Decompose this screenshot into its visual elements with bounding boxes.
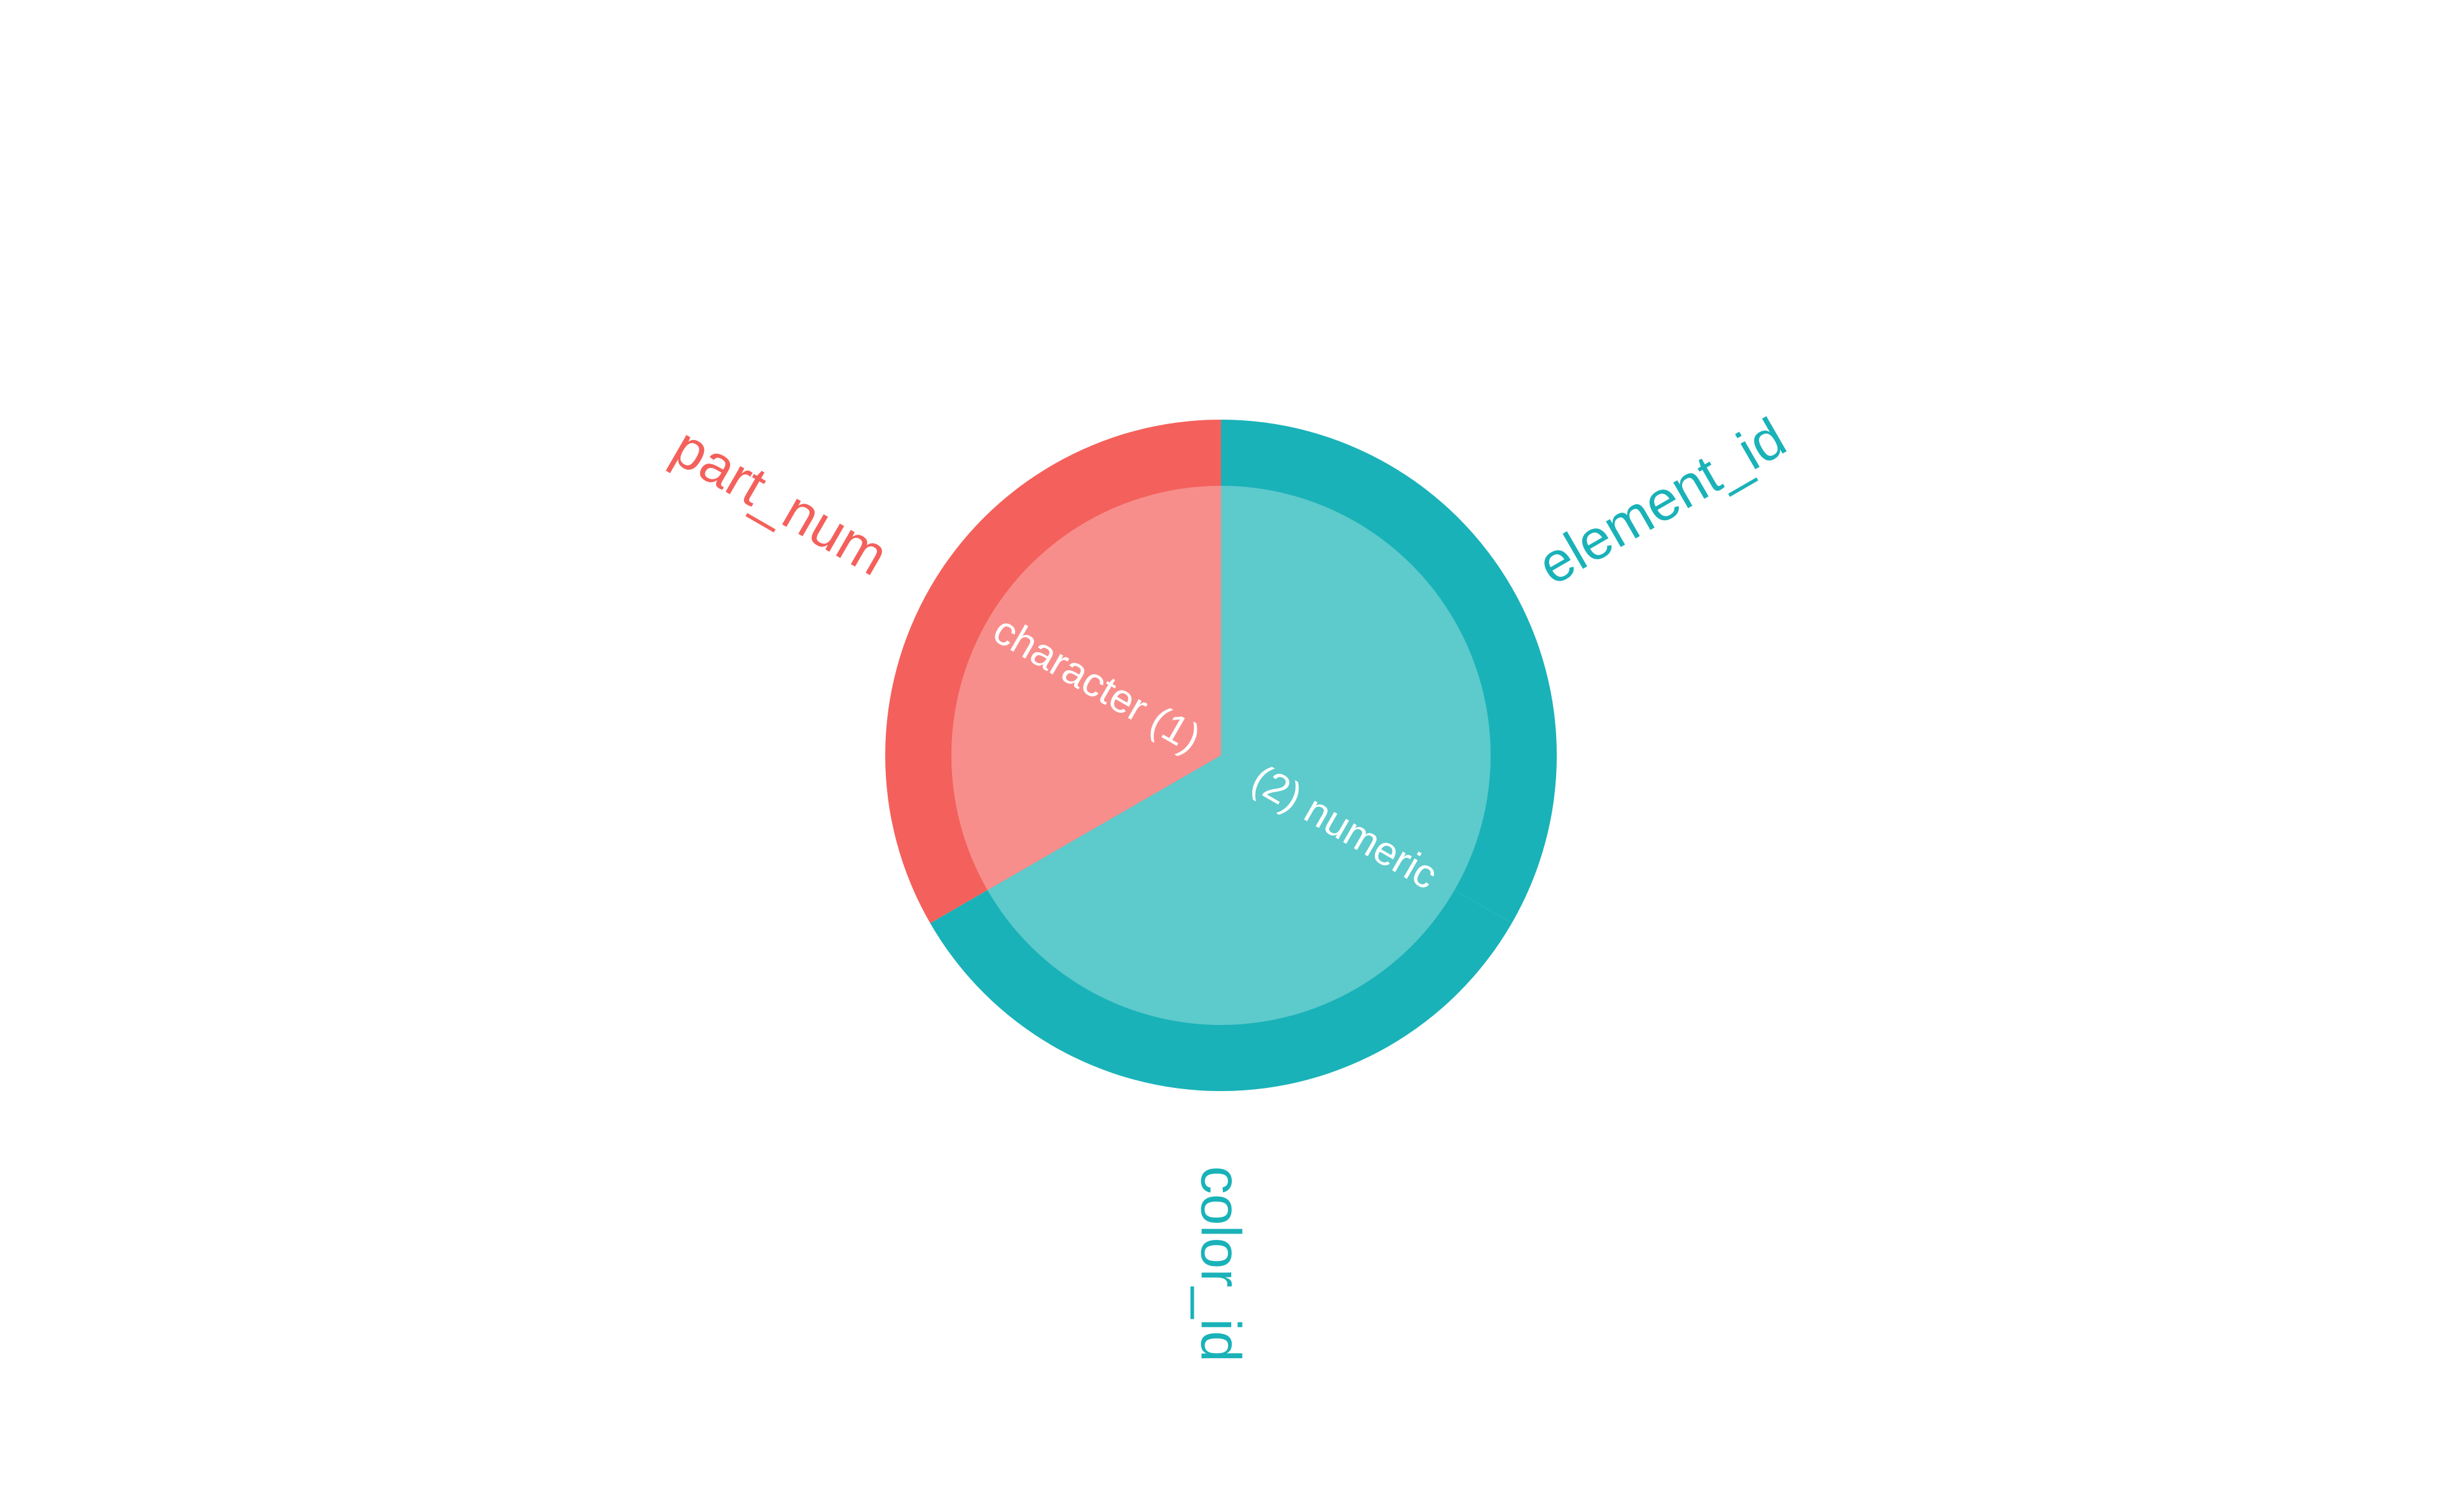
outer-label-part-num: part_num: [662, 415, 898, 588]
inner-slice-numeric: [987, 486, 1491, 1025]
outer-label-element-id: element_id: [1528, 406, 1796, 597]
outer-label-color-id: color_id: [1190, 1166, 1253, 1362]
inner-ring: [951, 486, 1491, 1025]
inner-slice-character: [951, 486, 1221, 890]
